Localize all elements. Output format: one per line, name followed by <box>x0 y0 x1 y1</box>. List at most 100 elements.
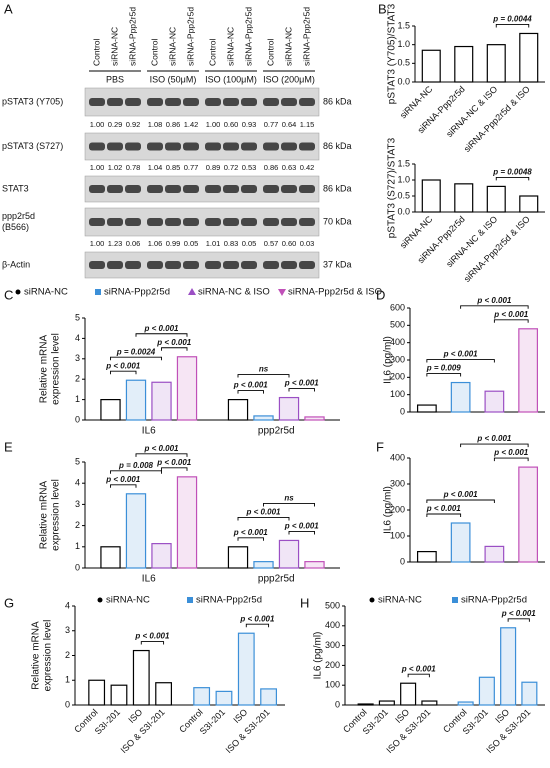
bar <box>100 546 121 569</box>
bar <box>421 49 441 83</box>
legend-label: siRNA-NC & ISO <box>198 287 270 298</box>
y-tick-label: 0 <box>75 562 80 572</box>
quant-value: 0.03 <box>300 239 315 248</box>
blot-band <box>89 98 105 106</box>
y-tick-label: 0.0 <box>397 76 410 86</box>
lane-label: Control <box>265 38 275 66</box>
significance-label: p < 0.001 <box>443 490 479 499</box>
blot-band <box>107 261 123 269</box>
y-tick-label: 4 <box>75 478 80 488</box>
bar <box>215 690 233 706</box>
significance-label: p = 0.009 <box>426 364 462 373</box>
lane-label: siRNA-NC <box>109 27 119 66</box>
significance-label: p < 0.001 <box>493 448 529 457</box>
legend-marker <box>452 597 458 603</box>
kda-label: 70 kDa <box>323 216 352 226</box>
blot-band <box>107 185 123 193</box>
blot-strip <box>84 251 320 279</box>
y-axis-label: IL6 (pg/ml) <box>383 336 394 384</box>
significance-bracket <box>135 453 188 457</box>
significance-label: p < 0.001 <box>284 522 320 531</box>
blot-band <box>89 185 105 193</box>
y-tick-label: 400 <box>390 452 405 462</box>
bar <box>357 703 374 706</box>
bar <box>176 476 198 569</box>
bar <box>478 676 495 706</box>
quant-value: 1.01 <box>206 239 221 248</box>
significance-bracket <box>237 537 264 541</box>
significance-bracket <box>161 347 188 351</box>
y-tick-label: 4 <box>65 600 70 610</box>
y-tick-label: 1.0 <box>397 39 410 49</box>
blot-band <box>147 142 163 151</box>
quant-value: 0.60 <box>224 120 239 129</box>
quant-value: 0.83 <box>224 239 239 248</box>
quant-value: 0.78 <box>126 163 141 172</box>
blot-band <box>263 142 279 151</box>
y-tick-label: 3 <box>75 353 80 363</box>
y-axis-label: pSTAT3 (S727)/STAT3 <box>387 137 398 238</box>
x-tick-label: ISO <box>493 707 511 725</box>
lane-label: siRNA-Ppp2r5d <box>127 7 137 66</box>
y-axis-label: expression level <box>51 333 62 405</box>
blot-band <box>183 261 199 269</box>
significance-label: ns <box>259 365 269 374</box>
quant-value: 1.00 <box>90 163 105 172</box>
lane-label: Control <box>207 38 217 66</box>
significance-label: p < 0.001 <box>233 381 269 390</box>
kda-label: 86 kDa <box>323 183 352 193</box>
quant-value: 0.05 <box>242 239 257 248</box>
bar <box>125 493 147 569</box>
significance-label: p < 0.001 <box>143 324 179 333</box>
significance-bracket <box>426 499 495 503</box>
lane-label: siRNA-Ppp2r5d <box>243 7 253 66</box>
quant-value: 0.77 <box>184 163 199 172</box>
bar <box>125 379 147 421</box>
blot-band <box>165 218 181 226</box>
x-tick-label: S3I-201 <box>198 707 227 736</box>
y-tick-label: 5 <box>75 456 80 466</box>
blot-band <box>147 218 163 226</box>
y-tick-label: 1.0 <box>397 174 410 184</box>
blot-band <box>299 142 315 151</box>
significance-label: p < 0.001 <box>443 350 479 359</box>
blot-band <box>183 185 199 193</box>
quant-value: 1.02 <box>108 163 123 172</box>
blot-band <box>281 98 297 106</box>
bar <box>176 356 198 421</box>
y-tick-label: 0.5 <box>397 190 410 200</box>
quant-value: 0.64 <box>282 120 297 129</box>
y-tick-label: 600 <box>390 302 405 312</box>
panel-label: A <box>4 1 13 16</box>
blot-band <box>223 218 239 226</box>
y-tick-label: 0 <box>400 406 405 416</box>
bar <box>193 687 211 706</box>
y-tick-label: 2 <box>75 374 80 384</box>
y-axis-label: expression level <box>51 479 62 551</box>
y-axis-label: Relative mRNA <box>39 335 50 404</box>
significance-bracket <box>426 373 462 377</box>
legend-marker <box>15 289 21 295</box>
treatment-label: ISO (200μM) <box>263 74 315 84</box>
legend-label: siRNA-Ppp2r5d <box>104 287 170 298</box>
row-label: (B566) <box>2 222 29 232</box>
panel-label: C <box>4 287 13 302</box>
blot-band <box>147 98 163 106</box>
blot-strip <box>84 87 320 117</box>
significance-label: p < 0.001 <box>233 528 269 537</box>
y-tick-label: 0.0 <box>397 206 410 216</box>
y-tick-label: 1.5 <box>397 158 410 168</box>
significance-bracket <box>426 513 462 517</box>
blot-band <box>125 98 141 106</box>
bar <box>518 328 539 413</box>
quant-value: 1.42 <box>184 120 199 129</box>
legend-label: siRNA-Ppp2r5d & ISO <box>288 287 382 298</box>
legend-marker <box>187 597 193 603</box>
bar <box>484 545 505 563</box>
significance-bracket <box>288 530 315 535</box>
y-tick-label: 1 <box>75 394 80 404</box>
legend-marker <box>369 597 375 603</box>
legend-label: siRNA-NC <box>378 595 422 606</box>
y-tick-label: 3 <box>65 625 70 635</box>
